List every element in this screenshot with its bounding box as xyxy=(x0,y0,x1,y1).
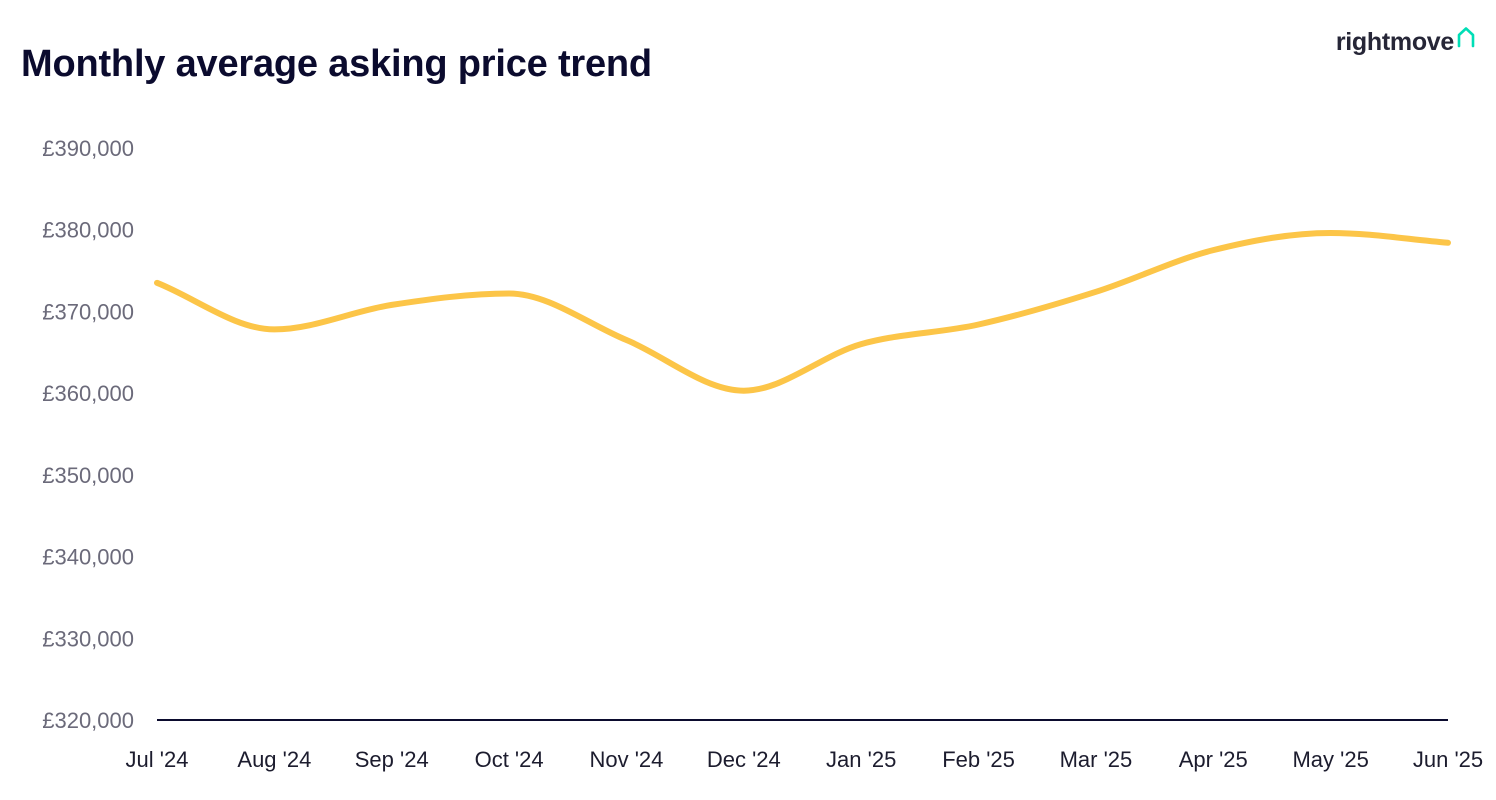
x-tick-label: Nov '24 xyxy=(590,747,664,772)
data-point xyxy=(1328,230,1334,236)
series-line xyxy=(154,229,1451,394)
x-tick-label: Aug '24 xyxy=(237,747,311,772)
y-tick-label: £330,000 xyxy=(42,626,134,651)
data-point xyxy=(154,280,160,286)
x-tick-label: Apr '25 xyxy=(1179,747,1248,772)
data-point xyxy=(389,302,395,308)
data-point xyxy=(271,326,277,332)
y-tick-label: £370,000 xyxy=(42,299,134,324)
y-tick-label: £360,000 xyxy=(42,381,134,406)
brand-logo: rightmove xyxy=(1336,24,1476,60)
x-axis-labels: Jul '24 Aug '24 Sep '24 Oct '24 Nov '24 Dec '… xyxy=(126,747,1484,772)
y-axis-labels: £320,000 £330,000 £340,000 £350,000 £360,000… xyxy=(42,136,134,733)
x-tick-label: Feb '25 xyxy=(942,747,1015,772)
x-tick-label: Mar '25 xyxy=(1060,747,1133,772)
x-tick-label: Jan '25 xyxy=(826,747,896,772)
data-point xyxy=(1210,247,1216,253)
house-outline-icon xyxy=(1457,27,1475,48)
x-tick-label: Oct '24 xyxy=(475,747,544,772)
y-tick-label: £340,000 xyxy=(42,545,134,570)
data-point xyxy=(506,290,512,296)
x-tick-label: Jun '25 xyxy=(1413,747,1483,772)
x-tick-label: Sep '24 xyxy=(355,747,429,772)
chart-title: Monthly average asking price trend xyxy=(21,43,652,85)
y-tick-label: £390,000 xyxy=(42,136,134,161)
data-point xyxy=(858,341,864,347)
data-point xyxy=(741,388,747,394)
brand-wordmark: rightmove xyxy=(1335,28,1454,56)
data-point xyxy=(976,322,982,328)
y-tick-label: £380,000 xyxy=(42,218,134,243)
x-tick-label: May '25 xyxy=(1292,747,1368,772)
x-tick-label: Dec '24 xyxy=(707,747,781,772)
y-tick-label: £350,000 xyxy=(42,463,134,488)
data-point xyxy=(623,337,629,343)
x-tick-label: Jul '24 xyxy=(126,747,189,772)
y-tick-label: £320,000 xyxy=(42,708,134,733)
data-point xyxy=(1093,289,1099,295)
data-point xyxy=(1445,240,1451,246)
